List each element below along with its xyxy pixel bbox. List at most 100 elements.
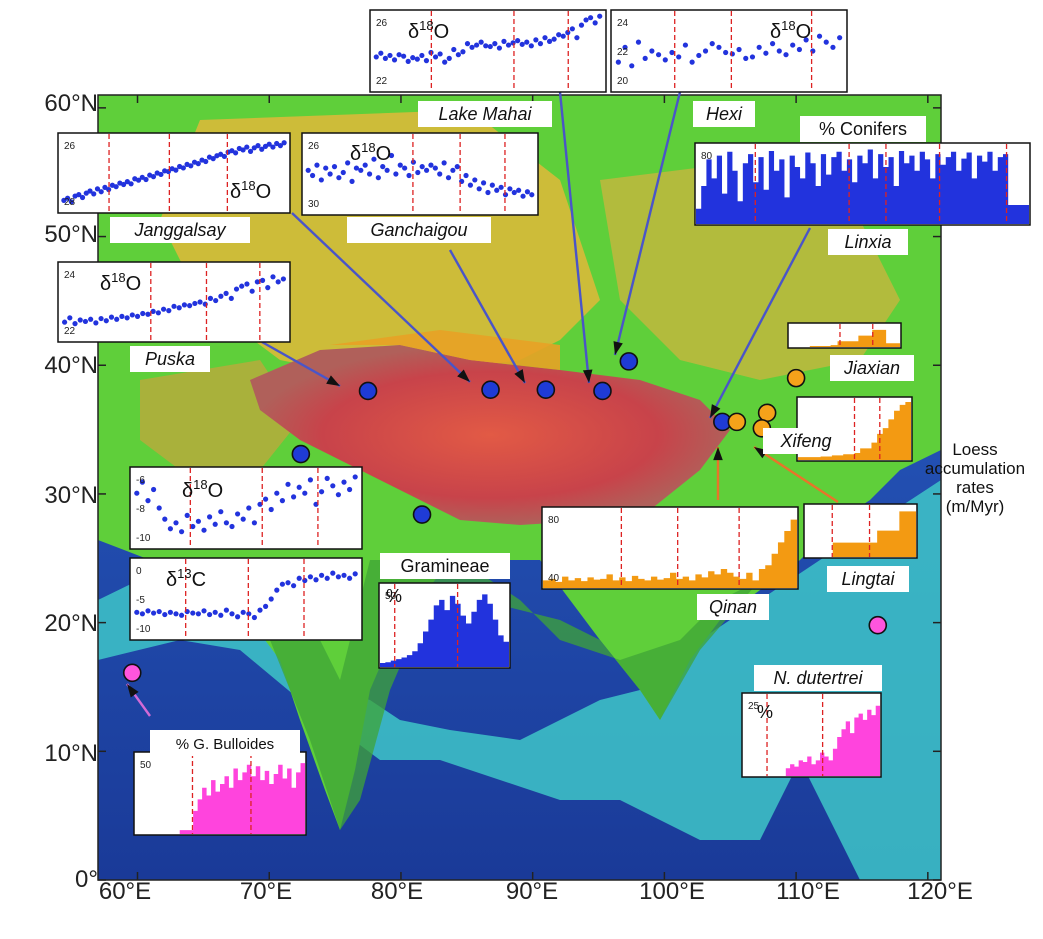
data-point — [327, 171, 333, 177]
panel-tick-label: 80 — [548, 515, 560, 526]
label-n-dutertrei: N. dutertrei — [773, 668, 863, 688]
data-point — [307, 574, 313, 580]
data-point — [68, 199, 74, 205]
data-point — [454, 164, 460, 170]
label-qinan-bg — [697, 594, 769, 620]
data-point — [77, 317, 83, 323]
data-point — [592, 20, 598, 26]
panel-hexi: 24 22 20 — [610, 9, 848, 93]
shelf — [98, 480, 941, 880]
data-point — [551, 36, 557, 42]
data-point — [171, 303, 177, 309]
label-janggalsay: Janggalsay — [133, 220, 226, 240]
data-point — [195, 161, 201, 167]
arrow-bulloides-head — [127, 684, 139, 698]
data-area — [543, 519, 797, 588]
data-point — [268, 506, 274, 513]
data-point — [358, 167, 364, 173]
data-point — [382, 55, 388, 62]
data-point — [402, 165, 408, 171]
data-point — [314, 162, 320, 168]
panel-tick-label: 26 — [64, 141, 76, 152]
data-point — [597, 13, 603, 19]
data-point — [87, 188, 93, 194]
data-point — [432, 54, 439, 60]
data-point — [716, 44, 722, 50]
data-point — [378, 50, 384, 56]
data-point — [476, 186, 482, 192]
data-point — [150, 174, 157, 180]
data-point — [280, 276, 286, 282]
arrow-puska — [261, 340, 341, 388]
data-point — [119, 313, 125, 319]
data-point — [218, 293, 224, 299]
data-point — [790, 42, 796, 48]
panel-janggalsay: 26 28 — [57, 132, 291, 214]
data-point — [124, 315, 130, 321]
data-point — [291, 494, 297, 500]
data-point — [106, 186, 112, 193]
data-point — [108, 314, 115, 320]
data-point — [167, 609, 173, 615]
data-point — [179, 529, 185, 535]
data-point — [184, 512, 190, 519]
d13c-label-west: δ13C — [166, 566, 206, 591]
data-point — [783, 52, 789, 58]
data-point — [464, 41, 471, 47]
data-point — [340, 169, 346, 176]
pct-gramineae: % — [386, 586, 402, 606]
panel-conifers: 80 — [694, 142, 1031, 226]
data-point — [480, 180, 487, 186]
data-area — [743, 705, 880, 776]
panel-puska: 24 22 — [57, 261, 291, 343]
data-point — [467, 182, 474, 188]
label-conifers: % Conifers — [819, 119, 907, 139]
data-point — [515, 38, 521, 44]
data-point — [642, 55, 648, 62]
data-point — [463, 172, 469, 179]
data-point — [533, 37, 539, 43]
data-point — [156, 608, 162, 615]
data-point — [335, 574, 341, 580]
panel-tick-label: 22 — [64, 326, 76, 337]
data-point — [796, 46, 803, 53]
label-jiaxian: Jiaxian — [843, 358, 900, 378]
panel-ganchaigou: 26 30 — [301, 132, 539, 216]
arrow-puska-head — [326, 375, 340, 386]
data-point — [72, 321, 78, 327]
data-point — [423, 58, 430, 64]
data-point — [519, 41, 525, 47]
data-point — [516, 187, 522, 193]
data-point — [415, 169, 421, 176]
data-point — [352, 571, 358, 577]
data-point — [560, 33, 566, 39]
label-ganchaigou: Ganchaigou — [370, 220, 467, 240]
panel-frame — [129, 557, 363, 641]
data-point — [65, 195, 71, 201]
data-point — [162, 611, 168, 618]
data-point — [88, 316, 94, 322]
data-point — [98, 315, 104, 322]
data-point — [432, 165, 438, 171]
data-point — [323, 165, 329, 171]
label-linxia: Linxia — [844, 232, 891, 252]
panel-west_d13c: 0 -5 -10 — [129, 557, 363, 641]
data-point — [324, 575, 330, 581]
data-point — [91, 191, 97, 197]
data-point — [469, 44, 475, 50]
data-point — [371, 156, 377, 162]
label-puska: Puska — [145, 349, 195, 369]
data-point — [257, 607, 263, 613]
panel-tick-label: 20 — [617, 76, 629, 87]
data-point — [537, 41, 544, 47]
data-point — [114, 316, 120, 322]
data-point — [285, 481, 291, 487]
panel-tick-label: -6 — [136, 475, 145, 486]
data-point — [139, 611, 145, 617]
data-point — [135, 177, 142, 183]
data-point — [709, 41, 715, 47]
d18o-label-west: δ18O — [182, 477, 223, 502]
data-point — [173, 167, 179, 173]
site-ganchaigou — [536, 380, 556, 399]
